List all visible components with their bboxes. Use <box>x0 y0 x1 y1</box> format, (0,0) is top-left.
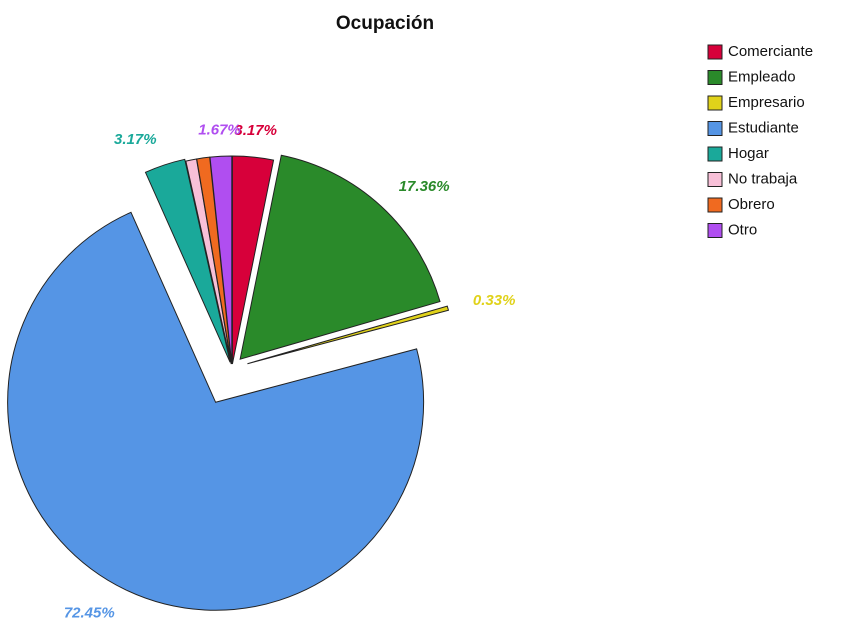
legend-swatch <box>707 197 723 213</box>
pie-slice <box>144 158 231 363</box>
data-label: 3.17% <box>234 122 277 139</box>
legend-label: Otro <box>728 221 757 238</box>
data-label: 0.33% <box>473 292 516 309</box>
pie-slice <box>209 155 233 365</box>
legend-swatch <box>707 95 723 111</box>
legend-swatch <box>707 172 723 187</box>
pie-slice <box>239 154 441 360</box>
legend-swatch <box>707 70 723 85</box>
legend-swatch <box>707 146 723 162</box>
pie-slice <box>231 155 275 365</box>
legend-swatch <box>707 44 723 60</box>
legend-label: No trabaja <box>728 170 798 187</box>
legend-label: Hogar <box>728 145 769 162</box>
legend-swatch <box>707 121 723 136</box>
legend-label: Obrero <box>728 196 775 213</box>
chart-title: Ocupación <box>336 13 434 34</box>
legend-swatch <box>707 223 723 238</box>
data-label: 72.45% <box>64 604 115 621</box>
legend-label: Comerciante <box>728 43 813 60</box>
data-label: 3.17% <box>114 131 157 148</box>
pie-slice <box>247 305 450 365</box>
legend-label: Empresario <box>728 94 805 111</box>
data-label: 1.67% <box>198 121 241 138</box>
legend-label: Empleado <box>728 68 796 85</box>
data-label: 17.36% <box>399 178 450 195</box>
pie-slice <box>7 211 425 611</box>
legend-label: Estudiante <box>728 119 799 136</box>
